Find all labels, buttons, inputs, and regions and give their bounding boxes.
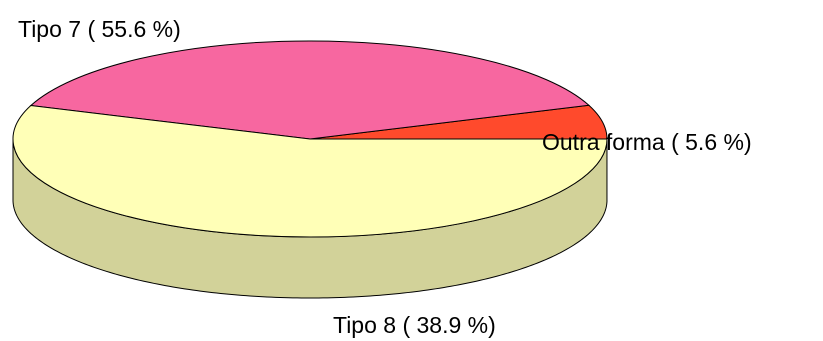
slice-label-tipo-8: Tipo 8 ( 38.9 %) xyxy=(333,312,496,338)
pie-tops xyxy=(12,40,608,238)
pie-labels: Outra forma ( 5.6 %) Tipo 8 ( 38.9 %) Ti… xyxy=(18,16,752,338)
slice-label-outra-forma: Outra forma ( 5.6 %) xyxy=(542,129,752,155)
pie-slice-tipo-7 xyxy=(12,105,608,238)
pie-slice-tipo-8 xyxy=(29,40,590,140)
slice-label-tipo-7: Tipo 7 ( 55.6 %) xyxy=(18,16,181,42)
